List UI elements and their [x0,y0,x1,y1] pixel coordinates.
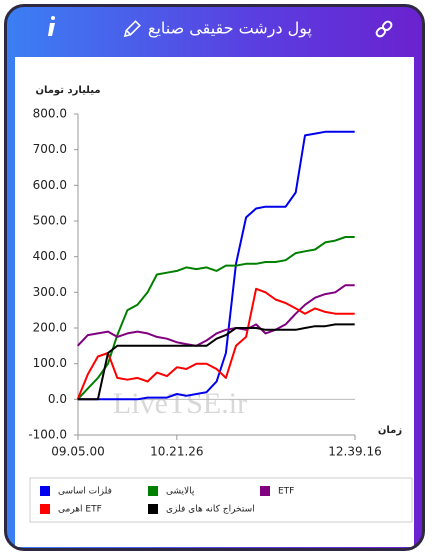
legend-label: پالایشی [166,487,195,497]
x-tick-label: 09.05.00 [51,445,104,459]
legend-swatch [40,486,50,496]
y-tick-label: 100.0 [33,356,67,370]
y-tick-label: 600.0 [33,178,67,192]
x-axis-label: زمان [378,425,402,436]
y-tick-label: -100.0 [28,428,67,442]
watermark: LiveTSE.ir [113,387,247,420]
chart-panel [15,57,414,547]
edit-icon[interactable] [123,20,141,38]
info-stem [48,23,55,36]
series-line [77,323,355,401]
legend-label: فلزات اساسی [58,487,112,497]
series-line [76,236,355,400]
legend-swatch [40,504,50,514]
x-tick-label: 12.39.16 [328,445,381,459]
link-icon[interactable] [375,20,393,38]
y-tick-label: 200.0 [33,321,67,335]
legend-swatch [148,504,158,514]
y-tick-label: 500.0 [33,214,67,228]
x-tick-label: 10.21.26 [150,445,203,459]
pencil-body [125,20,141,36]
info-dot [51,16,55,20]
header: پول درشت حقیقی صنایع [48,16,393,39]
legend-swatch [148,486,158,496]
legend-label: ETF [278,487,294,497]
series-line [76,287,355,400]
info-icon[interactable] [48,16,55,36]
y-tick-label: 700.0 [33,142,67,156]
legend-box [29,477,413,523]
y-tick-label: 0.0 [48,392,67,406]
y-tick-label: 300.0 [33,285,67,299]
widget-card: پول درشت حقیقی صنایع [4,4,425,551]
header-title: پول درشت حقیقی صنایع [148,19,312,39]
y-tick-label: 400.0 [33,249,67,263]
legend-label: اهرمی ETF [58,505,102,515]
legend-swatch [260,486,270,496]
y-axis-label: میلیارد تومان [35,85,100,96]
series-line [77,130,355,401]
series-line [76,284,355,347]
pencil-tip [123,30,131,38]
y-tick-label: 800.0 [33,107,67,121]
link-right [381,20,393,32]
legend-label: استخراج کانه های فلزی [166,505,255,515]
